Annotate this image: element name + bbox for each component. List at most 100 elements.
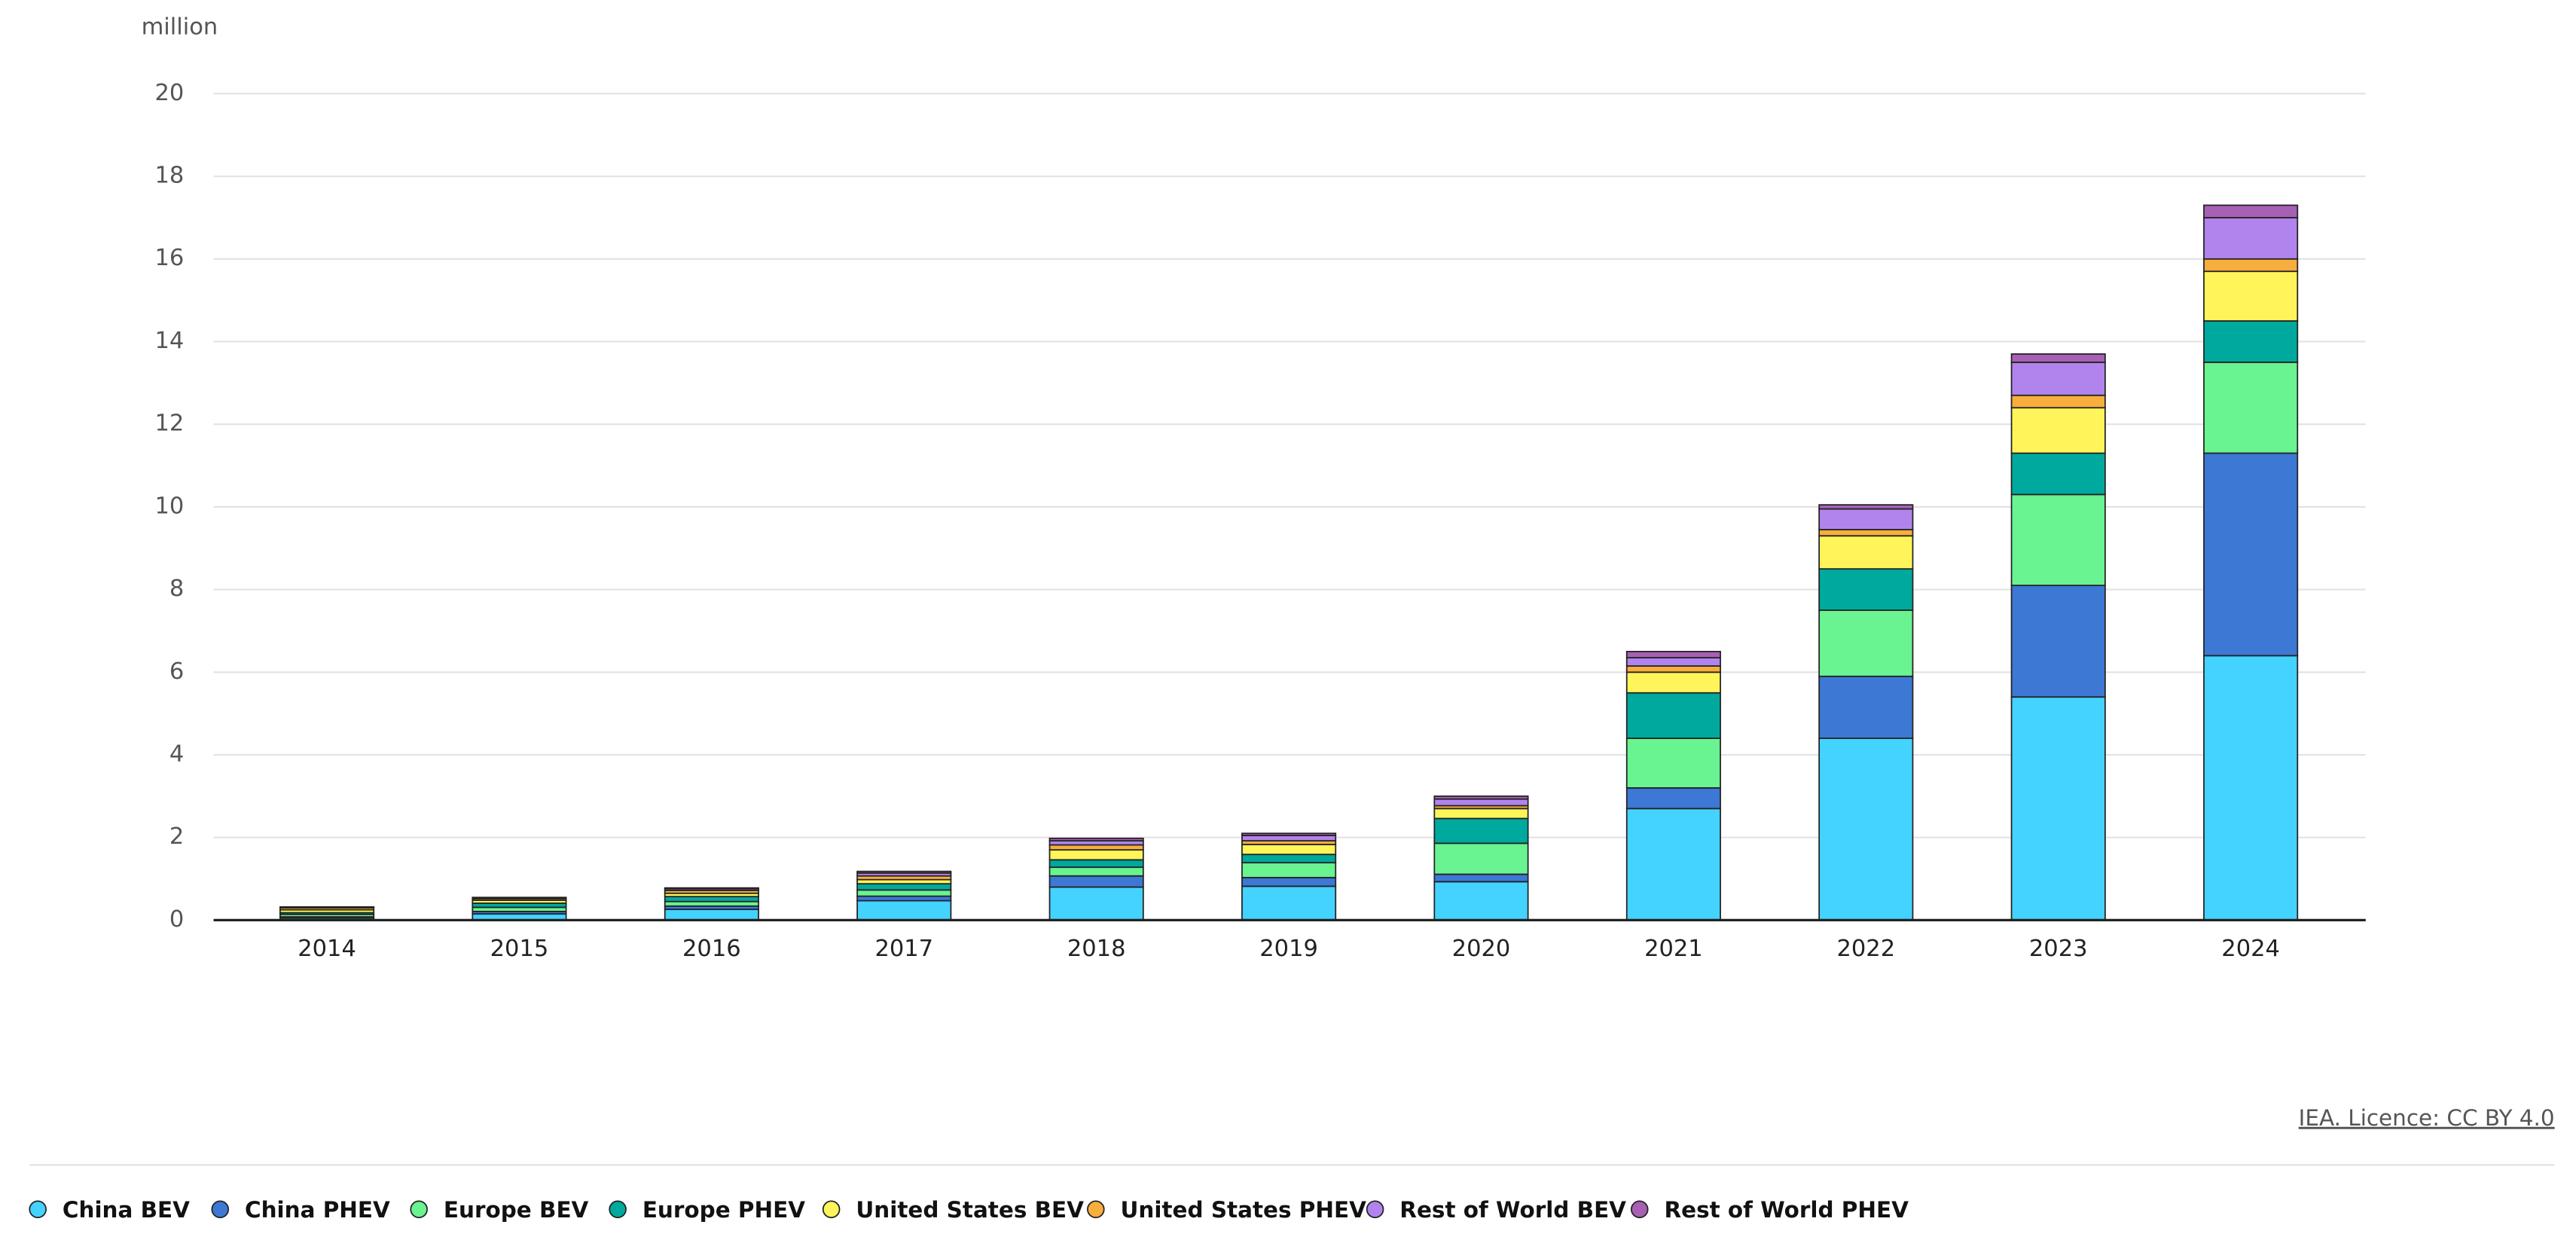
bar-segment xyxy=(2010,394,2106,409)
y-tick-label: 18 xyxy=(154,163,184,189)
bar-segment xyxy=(664,896,759,902)
bar-segment xyxy=(1818,609,1914,677)
bar-segment xyxy=(2010,353,2106,363)
y-tick-label: 14 xyxy=(154,328,184,354)
x-tick-label: 2015 xyxy=(490,936,549,962)
bar-segment xyxy=(1625,671,1721,694)
bar-segment xyxy=(472,896,567,899)
y-tick-label: 4 xyxy=(169,741,184,767)
bar-segment xyxy=(664,887,759,890)
legend-label[interactable]: United States BEV xyxy=(856,1197,1084,1223)
y-tick-label: 10 xyxy=(154,493,184,519)
bar-segment xyxy=(1048,859,1144,869)
x-tick-label: 2019 xyxy=(1259,936,1318,962)
bar-segment xyxy=(856,883,952,891)
bar-segment xyxy=(1433,798,1529,807)
bar-segment xyxy=(1433,881,1529,921)
bar-segment xyxy=(2010,696,2106,921)
bar-segment xyxy=(1048,849,1144,861)
bar-segment xyxy=(1433,808,1529,820)
legend-label[interactable]: Europe PHEV xyxy=(642,1197,805,1223)
bar-segment xyxy=(1048,875,1144,888)
bar-segment xyxy=(2010,585,2106,698)
bar-segment xyxy=(856,889,952,897)
bar-segment xyxy=(1048,837,1144,841)
legend-marker xyxy=(1366,1200,1384,1219)
x-tick-label: 2024 xyxy=(2221,936,2280,962)
legend-label[interactable]: Europe BEV xyxy=(444,1197,589,1223)
bar-segment xyxy=(856,895,952,902)
bar-segment xyxy=(1625,808,1721,921)
bar-segment xyxy=(1241,854,1337,864)
bar-segment xyxy=(1433,842,1529,875)
bar-segment xyxy=(1625,650,1721,658)
bar-segment xyxy=(1818,675,1914,739)
bar-segment xyxy=(1241,835,1337,841)
x-tick-label: 2016 xyxy=(682,936,741,962)
bar-segment xyxy=(1433,873,1529,883)
legend-marker xyxy=(410,1200,428,1219)
x-tick-label: 2020 xyxy=(1452,936,1511,962)
bar-segment xyxy=(856,870,952,874)
bar-segment xyxy=(1241,862,1337,878)
legend-marker xyxy=(211,1200,230,1219)
bar-segment xyxy=(1625,665,1721,673)
unit-label: million xyxy=(142,14,218,41)
bar-segment xyxy=(664,900,759,907)
legend-marker xyxy=(29,1200,47,1219)
bar-segment xyxy=(2203,452,2299,657)
bar-segment xyxy=(1625,692,1721,739)
x-tick-label: 2023 xyxy=(2029,936,2088,962)
bar-segment xyxy=(1625,657,1721,667)
bar-segment xyxy=(1048,844,1144,851)
x-tick-label: 2014 xyxy=(298,936,356,962)
bar-segment xyxy=(2203,258,2299,273)
bar-segment xyxy=(1625,738,1721,789)
bar-segment xyxy=(2010,493,2106,586)
bar-segment xyxy=(1818,508,1914,530)
y-tick-label: 6 xyxy=(169,658,184,685)
bar-segment xyxy=(2203,320,2299,363)
bar-segment xyxy=(1241,844,1337,856)
bar-segment xyxy=(1241,885,1337,921)
legend-label[interactable]: United States PHEV xyxy=(1121,1197,1367,1223)
bar-segment xyxy=(1048,866,1144,877)
y-tick-label: 20 xyxy=(154,80,184,106)
legend-marker xyxy=(1630,1200,1649,1219)
bar-segment xyxy=(1818,738,1914,921)
bar-segment xyxy=(1433,817,1529,844)
bar-segment xyxy=(1818,535,1914,570)
bar-segment xyxy=(1818,529,1914,537)
legend-label[interactable]: Rest of World BEV xyxy=(1399,1197,1626,1223)
x-tick-label: 2018 xyxy=(1067,936,1126,962)
bar-segment xyxy=(1433,795,1529,800)
bar-segment xyxy=(856,899,952,921)
legend-marker xyxy=(822,1200,841,1219)
bar-segment xyxy=(2010,362,2106,396)
bar-segment xyxy=(1625,787,1721,810)
y-tick-label: 16 xyxy=(154,245,184,271)
legend-label[interactable]: China PHEV xyxy=(245,1197,390,1223)
x-tick-label: 2017 xyxy=(874,936,933,962)
bar-segment xyxy=(2203,217,2299,260)
x-tick-label: 2022 xyxy=(1836,936,1895,962)
y-tick-label: 2 xyxy=(169,823,184,850)
x-tick-label: 2021 xyxy=(1644,936,1703,962)
legend-marker xyxy=(609,1200,627,1219)
source-link[interactable]: IEA. Licence: CC BY 4.0 xyxy=(2299,1105,2555,1131)
bar-segment xyxy=(2010,407,2106,454)
bar-segment xyxy=(1241,832,1337,836)
bar-segment xyxy=(2203,270,2299,322)
y-tick-label: 0 xyxy=(169,906,184,933)
bar-segment xyxy=(2203,655,2299,921)
legend-label[interactable]: Rest of World PHEV xyxy=(1664,1197,1909,1223)
legend-label[interactable]: China BEV xyxy=(63,1197,190,1223)
bar-segment xyxy=(664,909,759,921)
bar-segment xyxy=(2010,452,2106,496)
y-tick-label: 8 xyxy=(169,576,184,602)
y-tick-label: 12 xyxy=(154,411,184,437)
legend-marker xyxy=(1087,1200,1105,1219)
bar-segment xyxy=(1818,504,1914,510)
bar-segment xyxy=(1818,568,1914,611)
